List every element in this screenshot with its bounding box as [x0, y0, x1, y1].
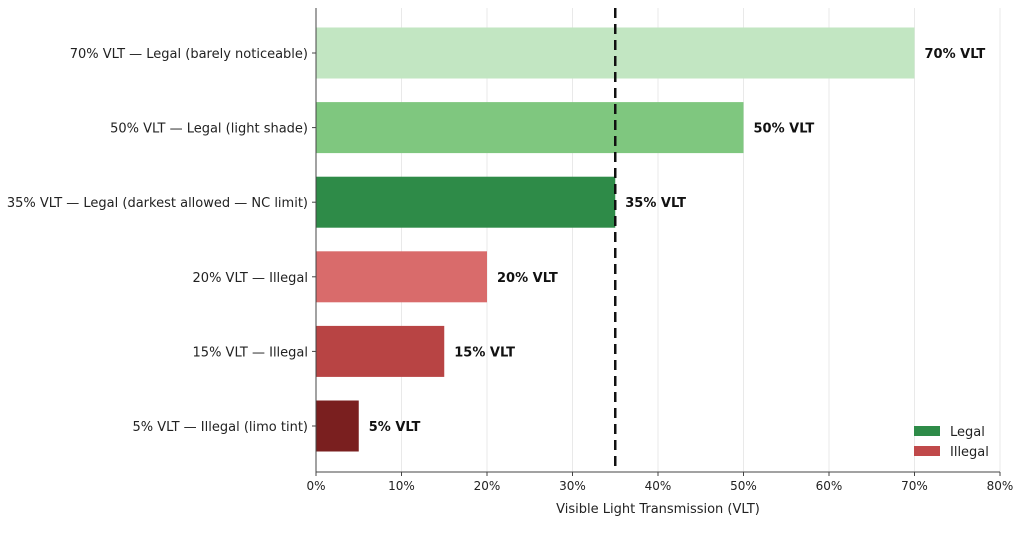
- grid-lines: [315, 8, 1001, 472]
- bar: [316, 102, 744, 154]
- legend-label-legal: Legal: [950, 425, 985, 440]
- x-axis-title: Visible Light Transmission (VLT): [556, 502, 760, 517]
- x-tick-label: 20%: [474, 479, 501, 493]
- category-label: 50% VLT — Legal (light shade): [110, 122, 308, 137]
- bar: [316, 325, 445, 377]
- bar-value-label: 15% VLT: [454, 345, 515, 360]
- bar: [316, 176, 616, 228]
- x-tick-label: 0%: [306, 479, 325, 493]
- bar: [316, 27, 915, 79]
- bar-value-label: 70% VLT: [925, 47, 986, 62]
- category-label: 20% VLT — Illegal: [193, 271, 308, 286]
- legend: Legal Illegal: [914, 425, 989, 460]
- bar-value-label: 20% VLT: [497, 271, 558, 286]
- bar: [316, 251, 487, 303]
- bar-value-label: 5% VLT: [369, 420, 421, 435]
- legend-label-illegal: Illegal: [950, 445, 989, 460]
- category-label: 5% VLT — Illegal (limo tint): [133, 420, 309, 435]
- category-labels: 70% VLT — Legal (barely noticeable) 50% V…: [7, 47, 316, 435]
- x-tick-label: 60%: [816, 479, 843, 493]
- category-label: 35% VLT — Legal (darkest allowed — NC li…: [7, 196, 308, 211]
- x-tick-label: 40%: [645, 479, 672, 493]
- category-label: 70% VLT — Legal (barely noticeable): [70, 47, 308, 62]
- bar: [316, 400, 359, 452]
- bar-labels: 70% VLT 50% VLT 35% VLT 20% VLT 15% VLT 5% VL…: [369, 47, 986, 435]
- bars: [316, 27, 915, 452]
- legend-swatch-legal: [914, 426, 940, 436]
- x-tick-label: 70%: [901, 479, 928, 493]
- legend-swatch-illegal: [914, 446, 940, 456]
- x-axis: 0% 10% 20% 30% 40% 50% 60% 70% 80%: [306, 8, 1013, 493]
- bar-value-label: 35% VLT: [625, 196, 686, 211]
- x-tick-label: 30%: [559, 479, 586, 493]
- x-tick-label: 10%: [388, 479, 415, 493]
- x-tick-label: 50%: [730, 479, 757, 493]
- bar-value-label: 50% VLT: [754, 122, 815, 137]
- x-tick-label: 80%: [987, 479, 1014, 493]
- category-label: 15% VLT — Illegal: [193, 345, 308, 360]
